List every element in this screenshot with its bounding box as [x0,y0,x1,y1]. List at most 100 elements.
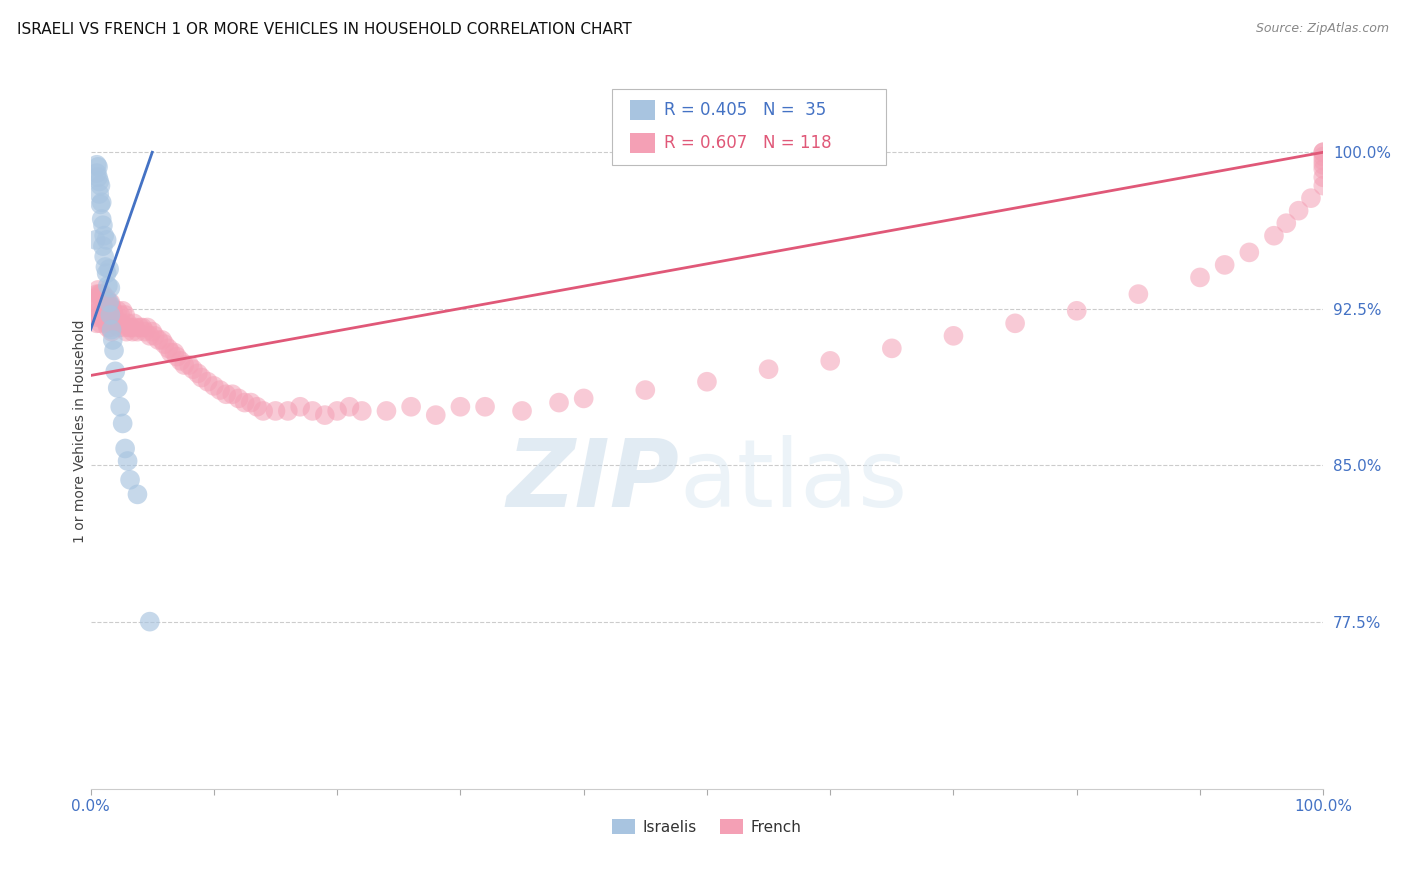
Point [143,328,166,343]
Point [314,408,336,422]
Point [86,287,108,301]
Point [1275,216,1298,230]
Point [117,454,139,468]
Point [187,367,209,381]
Point [818,354,841,368]
Text: ISRAELI VS FRENCH 1 OR MORE VEHICLES IN HOUSEHOLD CORRELATION CHART: ISRAELI VS FRENCH 1 OR MORE VEHICLES IN … [17,22,631,37]
Point [127,487,149,501]
Point [510,404,533,418]
Point [190,370,212,384]
Point [110,316,132,330]
Point [1213,258,1236,272]
Point [209,383,232,397]
Point [1239,245,1261,260]
Point [1188,270,1211,285]
Point [124,320,146,334]
Point [84,300,107,314]
Point [127,325,149,339]
Point [449,400,471,414]
Point [122,316,145,330]
Point [202,379,225,393]
Point [141,325,163,339]
Point [97,295,120,310]
Point [696,375,718,389]
Point [163,345,186,359]
Point [94,295,117,310]
Point [84,233,107,247]
Legend: Israelis, French: Israelis, French [613,819,801,835]
Point [89,174,111,188]
Point [93,303,115,318]
Point [159,345,181,359]
Point [103,343,125,358]
Point [181,362,204,376]
Point [107,303,129,318]
Point [399,400,422,414]
Point [87,170,110,185]
Point [96,291,118,305]
Point [634,383,657,397]
Point [87,283,110,297]
Point [107,381,129,395]
Point [96,316,118,330]
Point [1004,316,1026,330]
Point [169,354,191,368]
Point [98,295,121,310]
Point [134,325,156,339]
Point [96,233,118,247]
Point [105,316,128,330]
Point [94,308,117,322]
Point [91,287,114,301]
Point [148,333,170,347]
Point [179,358,201,372]
Point [157,342,180,356]
Point [1299,191,1322,205]
Point [98,262,121,277]
Point [87,160,110,174]
Point [98,308,121,322]
Point [97,320,120,334]
Point [131,320,153,334]
Point [104,364,127,378]
Point [101,303,124,318]
Point [120,473,142,487]
Point [114,442,136,456]
Point [375,404,398,418]
Point [91,219,114,233]
Point [101,333,124,347]
Point [117,316,139,330]
Point [1312,170,1334,185]
Point [100,322,122,336]
Point [98,281,121,295]
Point [1312,149,1334,163]
Point [108,400,131,414]
Point [84,310,107,324]
Point [82,295,104,310]
Point [474,400,496,414]
Point [228,392,250,406]
Point [1312,145,1334,160]
Point [139,328,162,343]
Point [339,400,361,414]
Point [90,212,112,227]
Point [89,178,111,193]
Point [89,287,111,301]
Point [129,320,152,334]
Point [425,408,447,422]
Point [121,325,143,339]
Point [150,333,173,347]
Text: ZIP: ZIP [508,434,681,527]
Point [1312,178,1334,193]
Point [108,320,131,334]
Point [97,278,120,293]
Point [111,417,134,431]
Point [252,404,274,418]
Point [221,387,243,401]
Point [239,395,262,409]
Point [572,392,595,406]
Point [89,186,111,201]
Point [87,308,110,322]
Point [136,320,159,334]
Point [215,387,238,401]
Point [96,266,118,280]
